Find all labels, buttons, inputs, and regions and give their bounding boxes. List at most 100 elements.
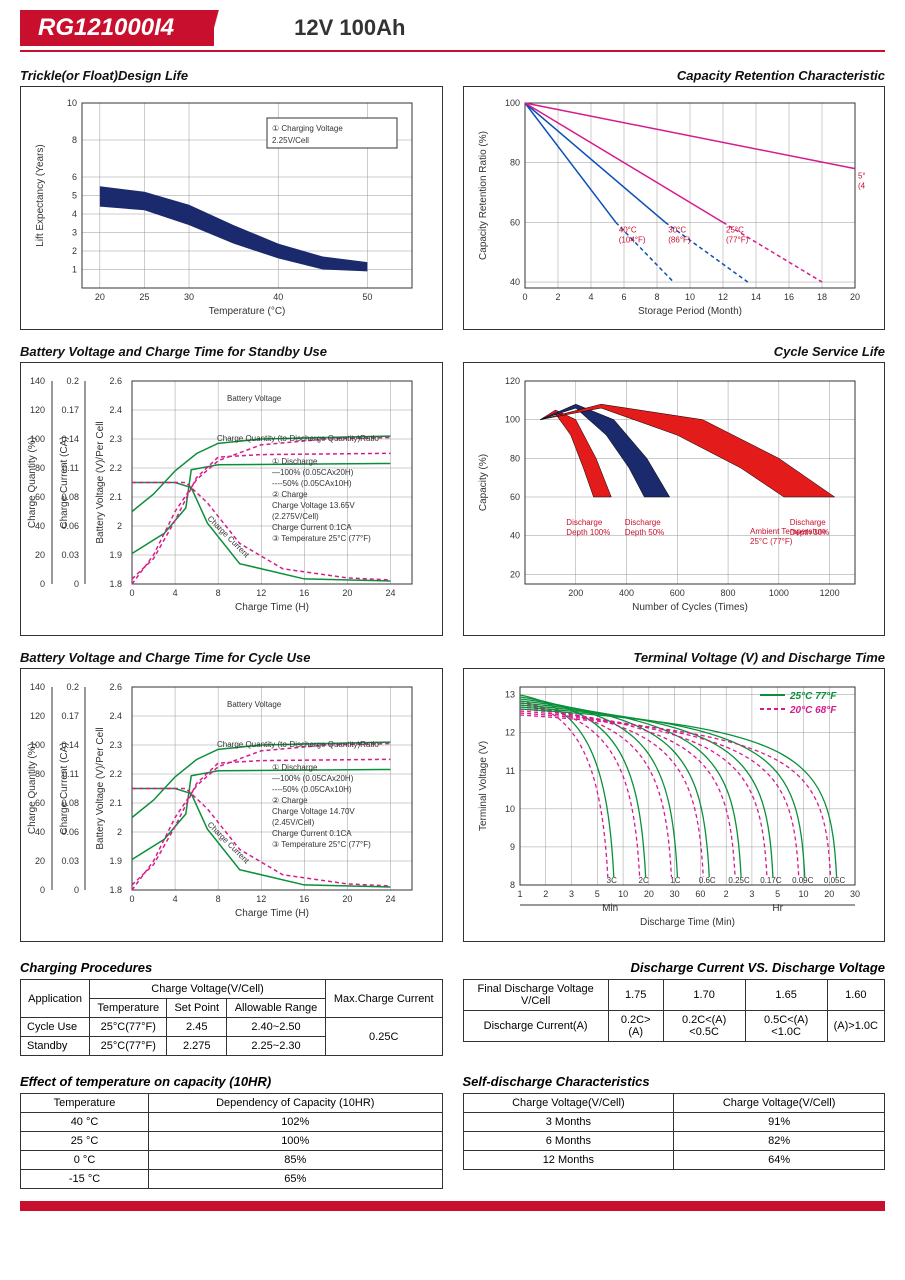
svg-text:10: 10 [798,889,808,899]
svg-text:6: 6 [621,292,626,302]
svg-text:600: 600 [669,588,684,598]
svg-text:30°C: 30°C [668,225,686,234]
svg-text:25°C (77°F): 25°C (77°F) [750,537,793,546]
th-temp: Temperature [90,999,167,1018]
svg-text:Charge Current (CA): Charge Current (CA) [59,742,70,834]
svg-text:Ambient Temperature: Ambient Temperature [750,527,827,536]
svg-text:—100% (0.05CAx20H): —100% (0.05CAx20H) [272,468,354,477]
svg-text:4: 4 [173,588,178,598]
svg-text:Storage Period (Month): Storage Period (Month) [638,306,742,317]
svg-text:2.6: 2.6 [109,376,122,386]
chart-terminal: Terminal Voltage (V) and Discharge Time … [463,644,886,942]
svg-text:Battery Voltage (V)/Per Cell: Battery Voltage (V)/Per Cell [95,727,106,849]
svg-text:1.8: 1.8 [109,579,122,589]
svg-text:10: 10 [618,889,628,899]
svg-text:1.9: 1.9 [109,550,122,560]
svg-text:0.2: 0.2 [66,376,79,386]
svg-text:30: 30 [849,889,859,899]
svg-text:5: 5 [775,889,780,899]
svg-text:40: 40 [273,292,283,302]
svg-text:20: 20 [342,894,352,904]
svg-text:② Charge: ② Charge [272,796,308,805]
svg-text:③ Temperature 25°C (77°F): ③ Temperature 25°C (77°F) [272,534,371,543]
chart-title: Terminal Voltage (V) and Discharge Time [463,650,886,665]
svg-text:140: 140 [30,682,45,692]
svg-text:—100% (0.05CAx20H): —100% (0.05CAx20H) [272,774,354,783]
svg-text:1.9: 1.9 [109,856,122,866]
svg-text:5: 5 [72,191,77,201]
th-sp: Set Point [167,999,227,1018]
svg-text:20: 20 [849,292,859,302]
chart-title: Capacity Retention Characteristic [463,68,886,83]
discharge-voltage-table: Final Discharge Voltage V/Cell 1.75 1.70… [463,979,886,1042]
svg-text:8: 8 [216,588,221,598]
svg-text:2.4: 2.4 [109,405,122,415]
svg-text:30: 30 [184,292,194,302]
svg-text:0.17: 0.17 [61,711,79,721]
svg-text:(41°F): (41°F) [858,182,865,191]
table-title: Self-discharge Characteristics [463,1074,886,1089]
svg-text:12: 12 [256,588,266,598]
table-title: Charging Procedures [20,960,443,975]
svg-text:Discharge Time (Min): Discharge Time (Min) [639,917,734,928]
svg-text:----50% (0.05CAx10H): ----50% (0.05CAx10H) [272,785,352,794]
svg-text:① Discharge: ① Discharge [272,457,318,466]
svg-text:2.1: 2.1 [109,798,122,808]
svg-text:(86°F): (86°F) [668,235,691,244]
svg-text:Battery Voltage: Battery Voltage [227,394,282,403]
svg-text:Terminal Voltage (V): Terminal Voltage (V) [478,741,489,831]
svg-text:① Discharge: ① Discharge [272,763,318,772]
tables-row-2: Effect of temperature on capacity (10HR)… [20,1062,885,1189]
svg-text:2.4: 2.4 [109,711,122,721]
cycleuse-plot: 04812162024001.8200.031.9400.062600.082.… [27,675,422,935]
svg-text:Temperature (°C): Temperature (°C) [209,306,286,317]
svg-text:0: 0 [74,885,79,895]
svg-text:20: 20 [95,292,105,302]
table-row: Cycle Use 25°C(77°F) 2.45 2.40~2.50 0.25… [21,1018,443,1037]
svg-text:Discharge: Discharge [789,518,826,527]
chart-box: 04812162024001.8200.031.9400.062600.082.… [20,362,443,636]
svg-text:0.25C: 0.25C [728,876,750,885]
model-badge: RG121000I4 [20,10,214,46]
svg-text:140: 140 [30,376,45,386]
svg-text:14: 14 [750,292,760,302]
svg-text:2: 2 [555,292,560,302]
svg-text:16: 16 [299,894,309,904]
table-row: 40 °C102% [21,1113,443,1132]
table-title: Discharge Current VS. Discharge Voltage [463,960,886,975]
svg-text:Capacity (%): Capacity (%) [478,454,489,511]
svg-text:120: 120 [30,405,45,415]
svg-text:(2.45V/Cell): (2.45V/Cell) [272,818,315,827]
svg-text:800: 800 [720,588,735,598]
table-row: Discharge Current(A) 0.2C>(A) 0.2C<(A)<0… [463,1011,885,1042]
chart-title: Cycle Service Life [463,344,886,359]
svg-text:(104°F): (104°F) [618,235,645,244]
svg-text:0: 0 [522,292,527,302]
svg-text:----50% (0.05CAx10H): ----50% (0.05CAx10H) [272,479,352,488]
svg-text:20: 20 [342,588,352,598]
svg-text:1: 1 [517,889,522,899]
svg-text:40: 40 [509,277,519,287]
self-discharge-block: Self-discharge Characteristics Charge Vo… [463,1062,886,1189]
header: RG121000I4 12V 100Ah [20,10,885,52]
svg-text:0: 0 [40,579,45,589]
svg-text:16: 16 [299,588,309,598]
svg-text:12: 12 [256,894,266,904]
svg-text:0.17: 0.17 [61,405,79,415]
svg-text:13: 13 [504,690,514,700]
temp-capacity-table: TemperatureDependency of Capacity (10HR)… [20,1093,443,1189]
svg-text:2: 2 [117,521,122,531]
svg-text:10: 10 [684,292,694,302]
svg-text:③ Temperature 25°C (77°F): ③ Temperature 25°C (77°F) [272,840,371,849]
svg-text:Charge Current 0.1CA: Charge Current 0.1CA [272,523,352,532]
chart-title: Battery Voltage and Charge Time for Cycl… [20,650,443,665]
chart-cycle-life: Cycle Service Life 200400600800100012002… [463,338,886,636]
chart-title: Battery Voltage and Charge Time for Stan… [20,344,443,359]
svg-text:Charge Voltage 14.70V: Charge Voltage 14.70V [272,807,355,816]
svg-text:10: 10 [67,98,77,108]
spec-text: 12V 100Ah [294,15,405,41]
svg-text:0: 0 [74,579,79,589]
svg-text:20°C 68°F: 20°C 68°F [789,705,837,716]
svg-text:2.6: 2.6 [109,682,122,692]
svg-text:Battery Voltage (V)/Per Cell: Battery Voltage (V)/Per Cell [95,421,106,543]
